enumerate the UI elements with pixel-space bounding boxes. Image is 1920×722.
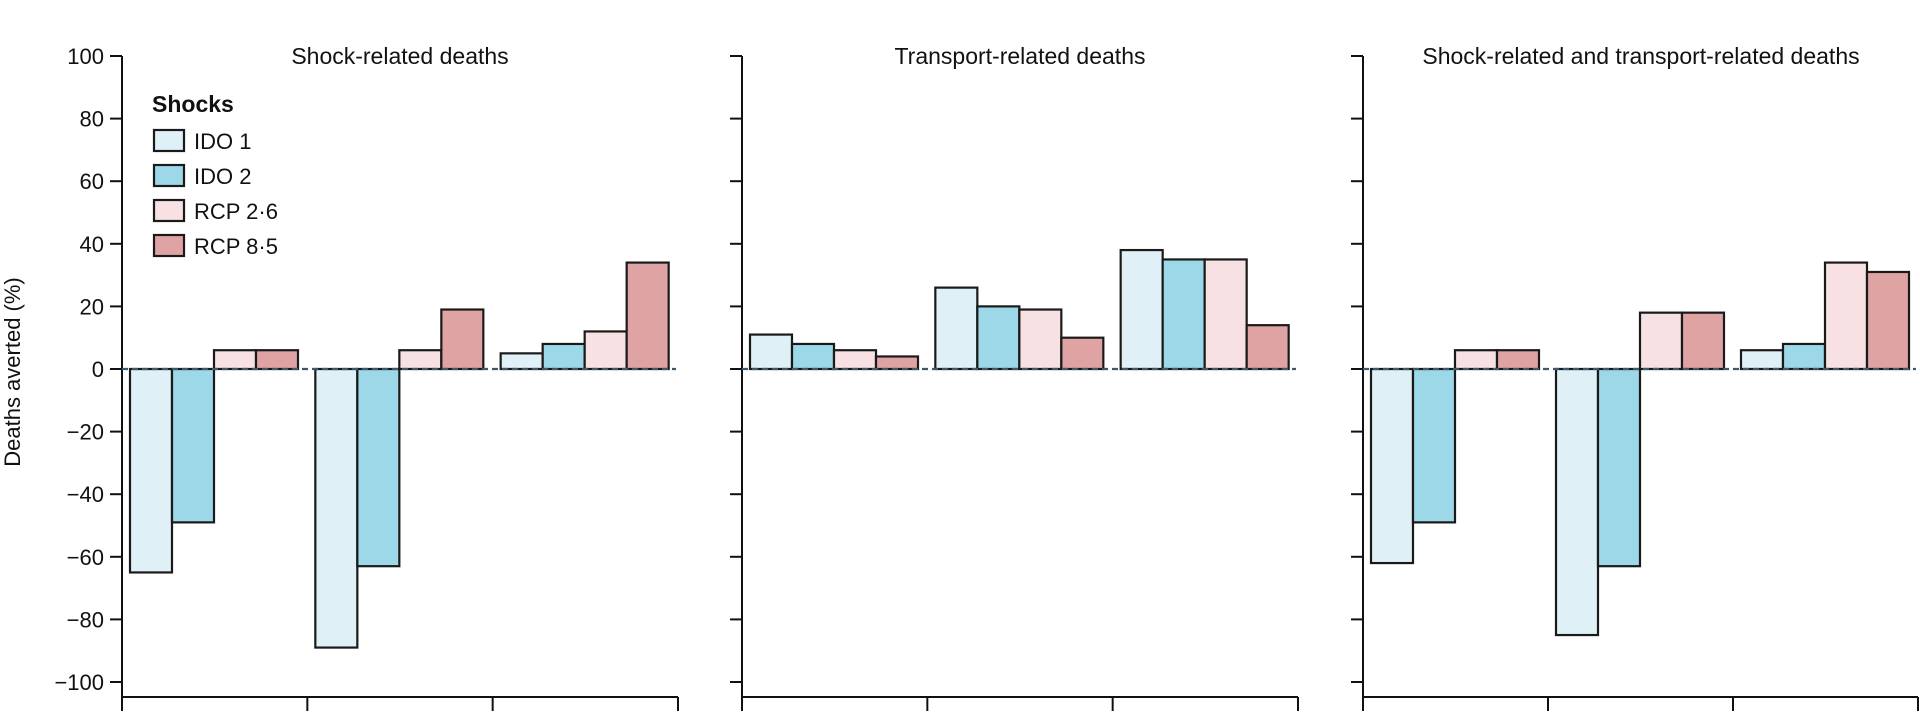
panels: Shock-related deaths 100 80 60 40 20 0 −20 −40 −6… (54, 43, 1919, 711)
bar (748, 333, 794, 371)
bar (1823, 261, 1869, 371)
bar (625, 261, 670, 371)
bar (934, 286, 979, 371)
bar (1453, 349, 1499, 371)
bar (1203, 258, 1248, 371)
legend-entry: RCP 2·6 (194, 199, 278, 224)
y-tick-label: 60 (80, 169, 104, 194)
legend-swatch (152, 233, 186, 258)
bar (1781, 342, 1827, 371)
y-tick-label: 80 (80, 107, 104, 132)
panel-1: Shock-related deaths 100 80 60 40 20 0 −20 −40 −6… (54, 43, 679, 711)
y-tick-label: −100 (54, 670, 104, 695)
y-tick-label: 20 (80, 294, 104, 319)
bar (1411, 367, 1457, 524)
legend-swatch (152, 198, 186, 223)
bar (583, 330, 628, 371)
bar (212, 349, 258, 371)
bar (499, 352, 544, 371)
legend-entry: RCP 8·5 (194, 234, 278, 259)
bar (1245, 324, 1290, 371)
bar (1161, 258, 1206, 371)
panel-title: Transport-related deaths (894, 43, 1145, 69)
bar (1596, 367, 1642, 568)
y-tick-label: −80 (67, 607, 104, 632)
bar (1554, 367, 1600, 637)
bar (1369, 367, 1415, 565)
bar (356, 367, 401, 568)
bar (398, 349, 443, 371)
legend-entry: IDO 1 (194, 129, 251, 154)
bar (314, 367, 359, 649)
bar (1739, 349, 1785, 371)
panel-title: Shock-related and transport-related deat… (1422, 43, 1859, 69)
bar (1060, 336, 1105, 371)
bar (832, 349, 878, 371)
bar (254, 349, 300, 371)
bar (790, 342, 836, 371)
bar (1680, 311, 1726, 371)
y-tick-label: 0 (92, 357, 104, 382)
bar (1865, 270, 1911, 371)
legend-title: Shocks (152, 91, 234, 117)
panel-2: Transport-related deaths (730, 43, 1299, 711)
bar (1495, 349, 1541, 371)
y-tick-label: 40 (80, 232, 104, 257)
bar (440, 308, 485, 371)
y-tick-label: −20 (67, 420, 104, 445)
bar (128, 367, 174, 574)
bar (976, 305, 1021, 371)
bar (874, 355, 920, 371)
legend: Shocks IDO 1 IDO 2 RCP 2·6 RCP 8·5 (152, 91, 278, 259)
y-tick-label: −40 (67, 482, 104, 507)
legend-entry: IDO 2 (194, 164, 251, 189)
bar (1018, 308, 1063, 371)
y-tick-label: 100 (67, 44, 104, 69)
bar (1119, 248, 1164, 371)
bar (1638, 311, 1684, 371)
y-tick-label: −60 (67, 545, 104, 570)
bar (541, 342, 586, 371)
panel-3: Shock-related and transport-related deat… (1351, 43, 1919, 711)
y-axis-label: Deaths averted (%) (0, 277, 25, 467)
panel-title: Shock-related deaths (291, 43, 508, 69)
legend-swatch (152, 163, 186, 188)
legend-swatch (152, 128, 186, 153)
bar (170, 367, 216, 524)
